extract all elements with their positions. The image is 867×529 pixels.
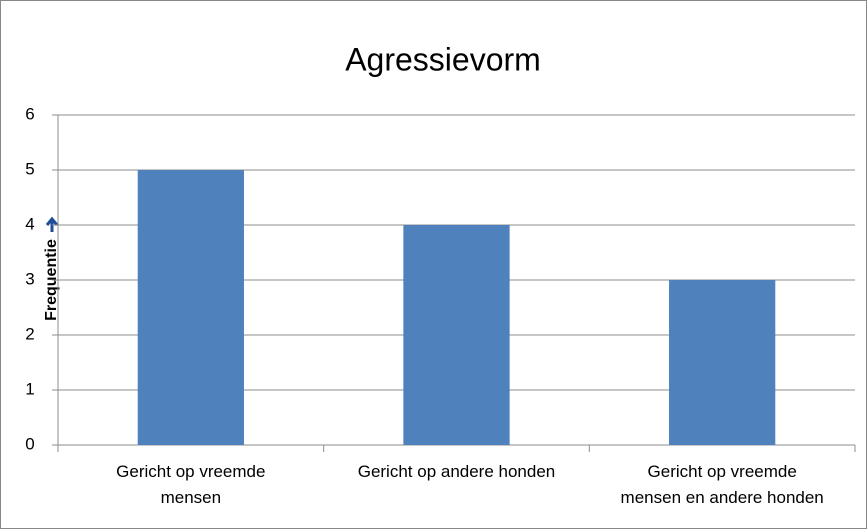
y-axis-title-group: Frequentie (43, 216, 60, 321)
bar (137, 170, 244, 445)
bar (669, 280, 776, 445)
y-axis-title: Frequentie (43, 239, 60, 321)
x-tick-label: Gericht op andere honden (358, 462, 556, 481)
y-tick-label: 6 (25, 104, 34, 123)
y-tick-label: 2 (25, 324, 34, 343)
y-tick-label: 5 (25, 159, 34, 178)
y-tick-label: 0 (25, 434, 34, 453)
y-tick-label: 4 (25, 214, 34, 233)
y-tick-label: 1 (25, 379, 34, 398)
y-axis-arrow (45, 216, 59, 232)
bar (403, 225, 510, 445)
chart-title: Agressievorm (345, 41, 541, 77)
x-tick-label: Gericht op vreemde mensen en andere honde… (621, 462, 824, 507)
x-tick-label: Gericht op vreemde mensen (116, 462, 265, 507)
y-tick-label: 3 (25, 269, 34, 288)
